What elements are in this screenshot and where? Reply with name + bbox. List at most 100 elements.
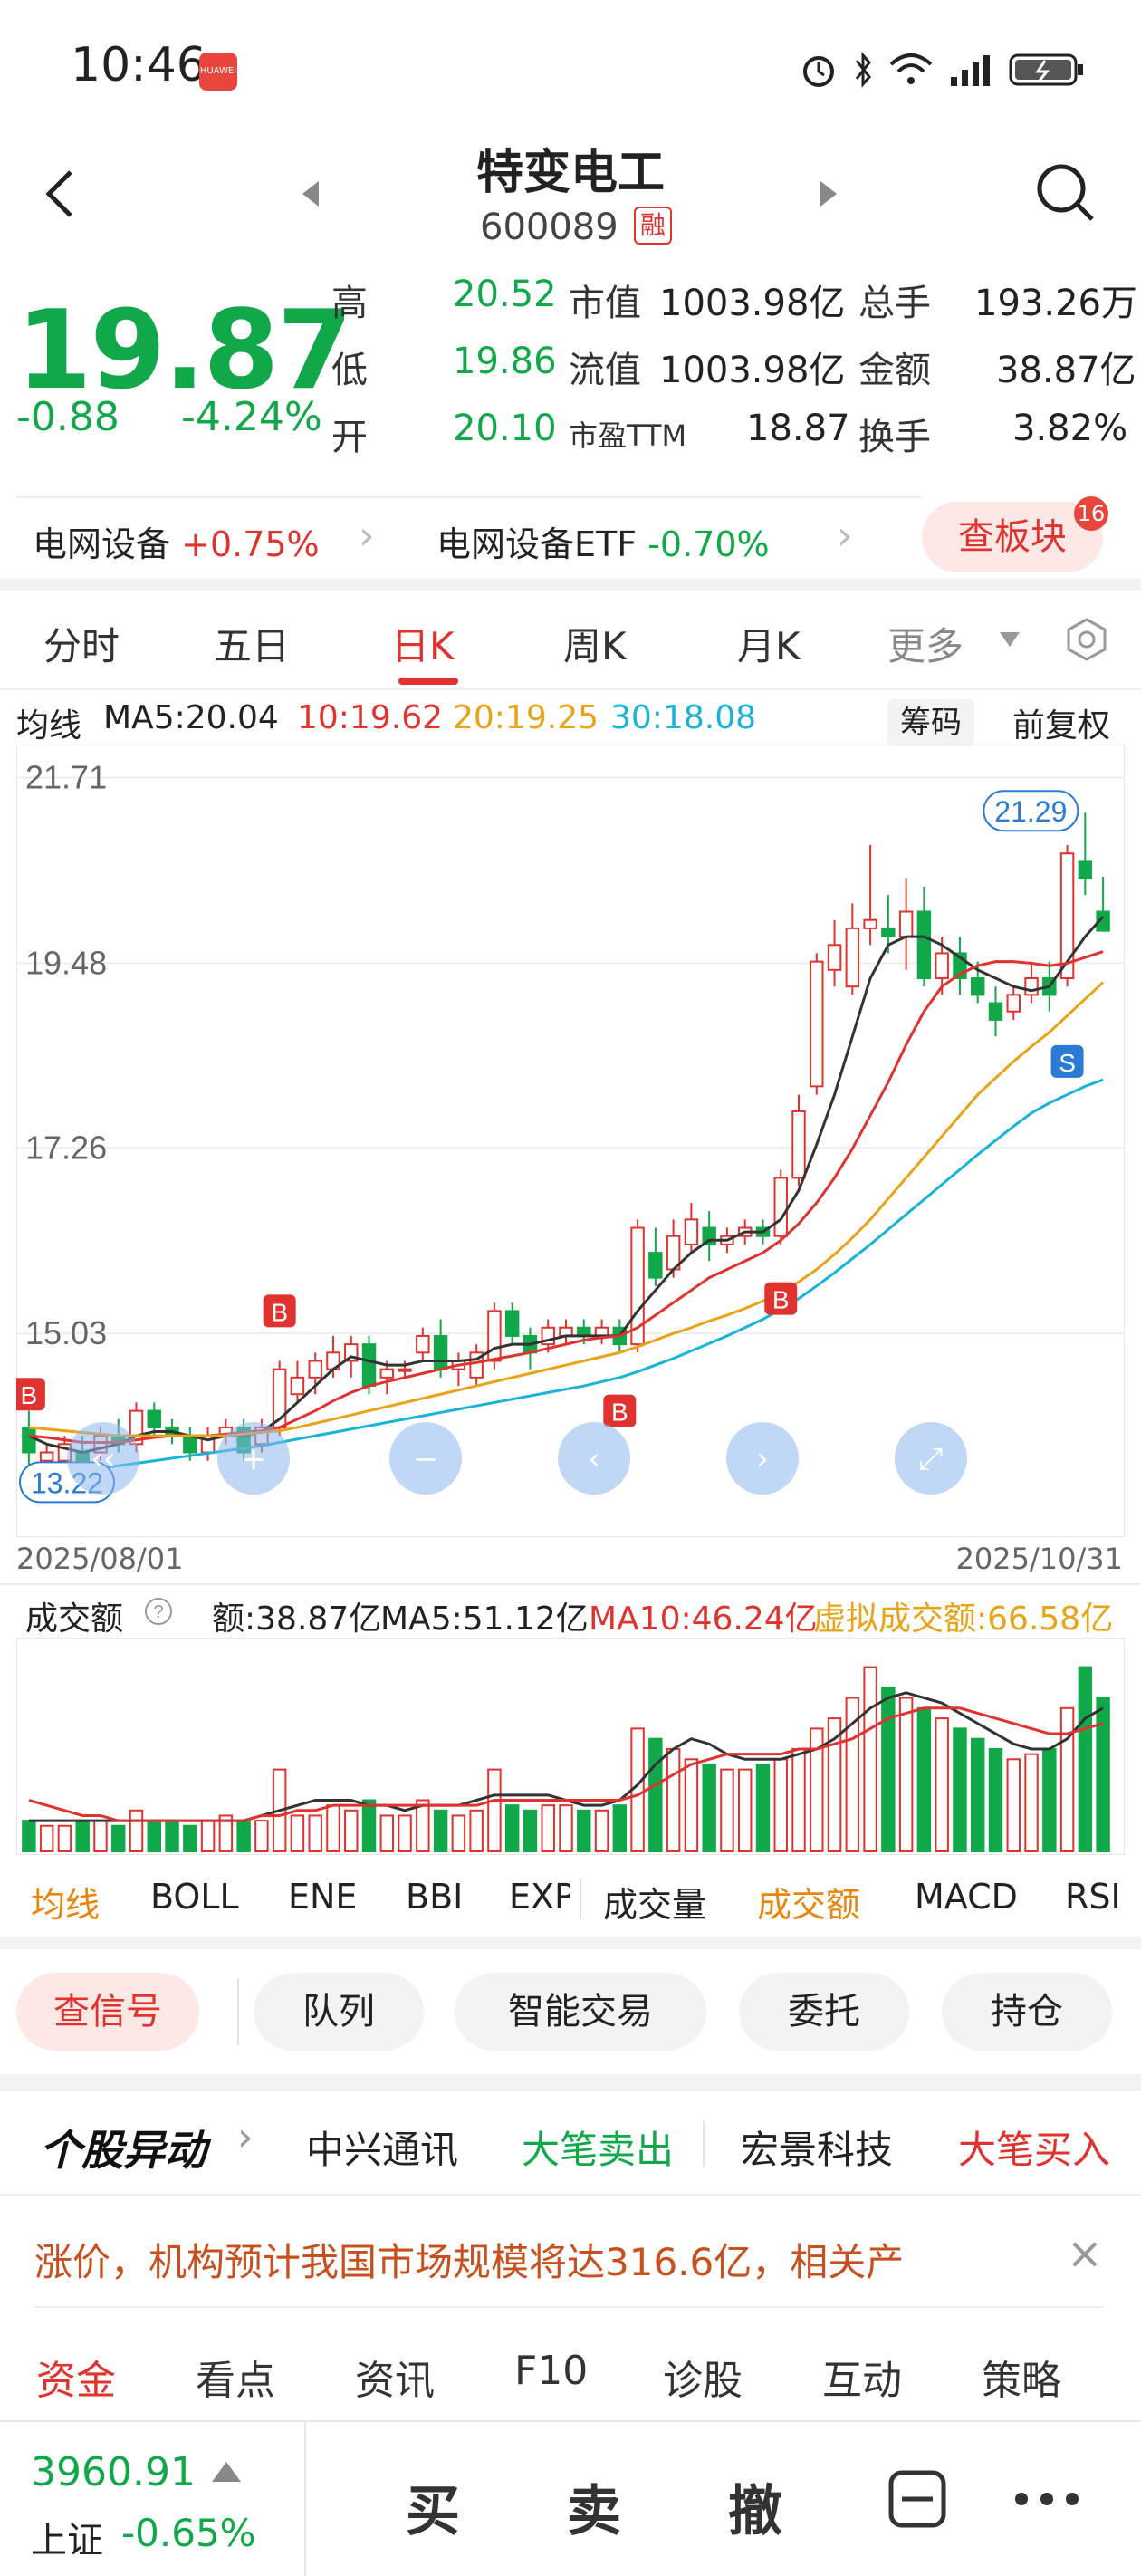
tab-monthly-k[interactable]: 月K bbox=[737, 624, 801, 668]
candle-body bbox=[863, 918, 877, 929]
tab-more[interactable]: 更多 bbox=[887, 624, 964, 668]
ind-tab-rsi[interactable]: RSI bbox=[1065, 1877, 1119, 1917]
buy-button[interactable]: 买 bbox=[406, 2480, 460, 2543]
volume-bar bbox=[666, 1748, 681, 1852]
volume-bar bbox=[451, 1814, 466, 1852]
alert-stock-1[interactable]: 中兴通讯 bbox=[306, 2128, 459, 2172]
quote-value: 20.10 bbox=[453, 408, 557, 449]
check-board-button[interactable]: 查板块 bbox=[922, 502, 1103, 572]
volume-bar bbox=[810, 1727, 824, 1853]
volume-bar bbox=[1078, 1666, 1093, 1852]
alert-title: 个股异动 bbox=[40, 2126, 206, 2175]
candle-body bbox=[308, 1360, 322, 1379]
ma-label: 均线 bbox=[16, 707, 82, 745]
volume-bar bbox=[487, 1768, 502, 1853]
tab-daily-k[interactable]: 日K bbox=[391, 624, 455, 668]
candle-body bbox=[22, 1426, 36, 1454]
volume-chart[interactable] bbox=[16, 1638, 1125, 1855]
collapse-icon[interactable] bbox=[887, 2469, 947, 2529]
bluetooth-icon bbox=[855, 52, 871, 88]
quote-key: 低 bbox=[331, 350, 368, 391]
wifi-icon bbox=[889, 53, 933, 84]
ind-tab-bbi[interactable]: BBI bbox=[406, 1877, 464, 1917]
more-icon[interactable] bbox=[1011, 2485, 1083, 2513]
cancel-order-button[interactable]: 撤 bbox=[728, 2480, 782, 2543]
alert-stock-2[interactable]: 宏景科技 bbox=[741, 2128, 894, 2172]
sector-item[interactable]: 电网设备ETF -0.70% bbox=[436, 516, 770, 566]
candle-body bbox=[845, 927, 860, 988]
sector-item[interactable]: 电网设备 +0.75% bbox=[33, 516, 320, 566]
candle-body bbox=[916, 910, 932, 979]
dropdown-icon bbox=[1000, 632, 1020, 647]
ind-tab-boll[interactable]: BOLL bbox=[150, 1877, 239, 1917]
tab-intraday[interactable]: 分时 bbox=[43, 624, 120, 668]
ind-tab-macd[interactable]: MACD bbox=[915, 1877, 1018, 1917]
stock-alert-row[interactable]: 个股异动 › 中兴通讯 大笔卖出 宏景科技 大笔买入 bbox=[0, 2089, 1141, 2196]
sector-name: 电网设备ETF bbox=[436, 524, 638, 564]
tab-strategy[interactable]: 策略 bbox=[982, 2358, 1061, 2404]
candle-body bbox=[39, 1451, 54, 1462]
tab-f10[interactable]: F10 bbox=[514, 2348, 589, 2394]
ind-tab-ma[interactable]: 均线 bbox=[31, 1885, 101, 1925]
sector-bar: 电网设备 +0.75% › 电网设备ETF -0.70% › 查板块 16 bbox=[0, 496, 1141, 580]
close-icon[interactable]: × bbox=[1066, 2228, 1103, 2279]
tab-funds[interactable]: 资金 bbox=[36, 2358, 116, 2404]
volume-bar bbox=[881, 1687, 896, 1853]
back-arrow-icon[interactable] bbox=[42, 167, 78, 221]
order-button[interactable]: 委托 bbox=[739, 1973, 909, 2051]
volume-bar bbox=[720, 1768, 734, 1853]
tab-weekly-k[interactable]: 周K bbox=[563, 624, 627, 668]
ind-tab-turnover[interactable]: 成交额 bbox=[757, 1885, 861, 1925]
chart-nav-button bbox=[389, 1422, 462, 1495]
position-button[interactable]: 持仓 bbox=[942, 1973, 1112, 2051]
quote-key: 市值 bbox=[569, 283, 641, 324]
settings-hexagon-icon[interactable] bbox=[1061, 614, 1112, 665]
tab-highlights[interactable]: 看点 bbox=[196, 2358, 275, 2404]
smart-trade-button[interactable]: 智能交易 bbox=[455, 1973, 706, 2051]
volume-bar bbox=[111, 1824, 126, 1852]
chart-nav-button bbox=[67, 1422, 139, 1495]
prev-stock-icon[interactable] bbox=[299, 178, 322, 210]
index-value[interactable]: 3960.91 bbox=[31, 2449, 196, 2495]
triangle-up-icon bbox=[212, 2462, 241, 2482]
price-change: -0.88 bbox=[16, 394, 120, 440]
trade-marker-label: B bbox=[271, 1298, 288, 1326]
svg-text:?: ? bbox=[153, 1602, 163, 1622]
y-tick-label: 21.71 bbox=[25, 759, 107, 796]
ind-tab-ene[interactable]: ENE bbox=[288, 1877, 358, 1917]
candle-body bbox=[1096, 910, 1110, 932]
sell-button[interactable]: 卖 bbox=[567, 2480, 621, 2543]
signal-button[interactable]: 查信号 bbox=[16, 1973, 199, 2051]
quote-value: 1003.98亿 bbox=[659, 350, 846, 391]
help-icon[interactable]: ? bbox=[143, 1596, 174, 1627]
news-ticker[interactable]: 涨价，机构预计我国市场规模将达316.6亿，相关产 × bbox=[0, 2196, 1141, 2313]
next-stock-icon[interactable] bbox=[817, 178, 840, 210]
alert-action-1: 大笔卖出 bbox=[522, 2128, 675, 2172]
volume-legend: 成交额 ? 额:38.87亿 MA5:51.12亿 MA10:46.24亿 虚拟… bbox=[25, 1592, 1130, 1638]
candle-body bbox=[290, 1376, 305, 1396]
quote-key: 总手 bbox=[858, 283, 931, 324]
search-icon[interactable] bbox=[1032, 159, 1098, 225]
sector-change: -0.70% bbox=[647, 524, 770, 564]
queue-button[interactable]: 队列 bbox=[254, 1973, 424, 2051]
candle-body bbox=[898, 910, 914, 938]
trade-marker bbox=[603, 1394, 637, 1427]
volume-bar bbox=[1060, 1706, 1075, 1852]
tab-five-day[interactable]: 五日 bbox=[214, 624, 291, 668]
tab-diagnose[interactable]: 诊股 bbox=[663, 2358, 743, 2404]
candle-body bbox=[379, 1368, 395, 1379]
quote-value: 1003.98亿 bbox=[659, 283, 846, 324]
ind-tab-exp[interactable]: EXP bbox=[509, 1877, 570, 1917]
volume-ma5: MA5:51.12亿 bbox=[380, 1600, 589, 1638]
ind-tab-volume[interactable]: 成交量 bbox=[603, 1885, 707, 1925]
chart-nav-button bbox=[895, 1422, 967, 1495]
tab-interact[interactable]: 互动 bbox=[822, 2358, 902, 2404]
chip-button[interactable]: 筹码 bbox=[887, 699, 974, 746]
candle-body bbox=[810, 960, 824, 1088]
status-bar: 10:46 HUAWEI bbox=[0, 0, 1141, 136]
ma10-line bbox=[28, 950, 1104, 1444]
adjust-button[interactable]: 前复权 bbox=[1012, 707, 1111, 745]
volume-bar bbox=[504, 1804, 520, 1852]
tab-news[interactable]: 资讯 bbox=[355, 2358, 435, 2404]
